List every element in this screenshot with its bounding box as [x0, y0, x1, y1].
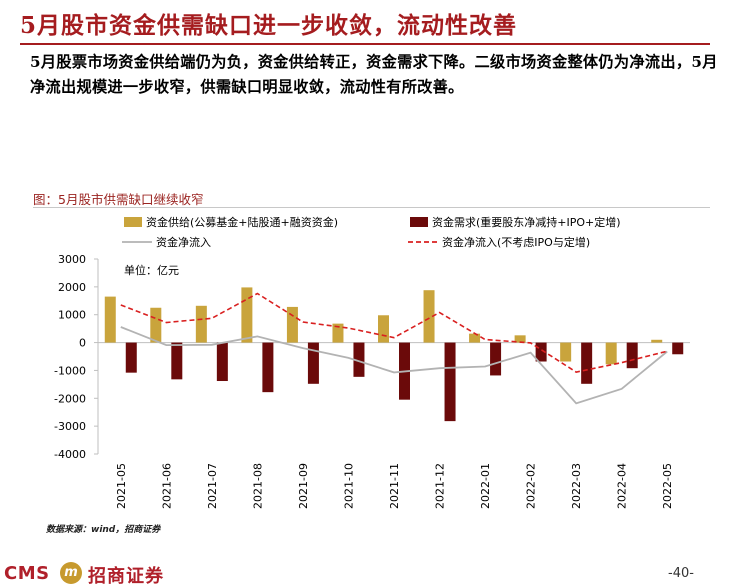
unit-label: 单位：亿元 [124, 263, 179, 277]
y-tick-label: -4000 [54, 448, 86, 461]
x-tick-label: 2021-12 [434, 463, 447, 509]
net-inflow-adjusted-line [120, 292, 668, 373]
demand-bar-2021-06 [171, 342, 183, 380]
demand-bar-2022-03 [581, 342, 593, 384]
supply-bar-2022-03 [560, 342, 572, 362]
x-tick-label: 2022-03 [570, 463, 583, 509]
legend-demand-label: 资金需求(重要股东净减持+IPO+定增) [432, 215, 621, 229]
page-number: -40- [668, 566, 694, 581]
demand-bar-2022-04 [626, 342, 638, 369]
x-tick-label: 2021-06 [160, 463, 173, 509]
legend-net-inflow-label: 资金净流入 [156, 235, 211, 249]
demand-bar-2021-09 [307, 342, 319, 384]
x-tick-label: 2021-11 [388, 463, 401, 509]
supply-bar-2021-11 [378, 315, 389, 343]
y-tick-label: -3000 [54, 420, 86, 433]
supply-bar-2022-04 [605, 342, 617, 365]
x-tick-label: 2021-09 [297, 463, 310, 509]
demand-bar-2021-10 [353, 342, 365, 377]
data-source: 数据来源：wind，招商证券 [46, 525, 161, 535]
x-tick-label: 2021-05 [115, 463, 128, 509]
brand-logo-icon: m [60, 562, 82, 584]
y-tick-label: 0 [79, 337, 86, 350]
legend-net-inflow-adjusted-label: 资金净流入(不考虑IPO与定增) [442, 235, 590, 249]
legend-supply-swatch [124, 217, 142, 227]
supply-bar-2021-05 [104, 296, 116, 343]
x-tick-label: 2022-01 [479, 463, 492, 509]
x-tick-label: 2022-05 [661, 463, 674, 509]
supply-bar-2021-06 [150, 307, 162, 343]
supply-bar-2021-10 [332, 323, 344, 343]
x-tick-label: 2022-02 [525, 463, 538, 509]
page-title: 5月股市资金供需缺口进一步收敛，流动性改善 [20, 12, 518, 39]
demand-bar-2022-02 [535, 342, 547, 362]
demand-bar-2021-08 [262, 342, 274, 393]
legend-demand-swatch [410, 217, 428, 227]
supply-bar-2021-07 [195, 305, 207, 343]
supply-bar-2021-09 [286, 306, 298, 343]
y-tick-label: 3000 [58, 253, 86, 266]
supply-bar-2022-05 [651, 339, 663, 343]
demand-bar-2022-05 [672, 342, 684, 355]
supply-bar-2022-01 [469, 333, 481, 343]
caption-divider [33, 207, 710, 208]
legend-supply-label: 资金供给(公募基金+陆股通+融资资金) [146, 215, 338, 229]
demand-bar-2022-01 [490, 342, 502, 376]
summary-paragraph: 5月股票市场资金供给端仍为负，资金供给转正，资金需求下降。二级市场资金整体仍为净… [30, 53, 718, 96]
brand-name: 招商证券 [88, 566, 164, 587]
x-tick-label: 2022-04 [616, 463, 629, 509]
y-tick-label: -2000 [54, 392, 86, 405]
y-tick-label: 2000 [58, 281, 86, 294]
title-divider [20, 43, 710, 45]
net-inflow-line [120, 326, 668, 405]
y-tick-label: 1000 [58, 309, 86, 322]
demand-bar-2021-05 [125, 342, 137, 373]
supply-bar-2021-12 [423, 290, 435, 343]
demand-bar-2021-12 [444, 342, 456, 422]
figure-caption: 图：5月股市供需缺口继续收窄 [33, 192, 204, 207]
brand-cms-text: CMS [4, 563, 50, 584]
footer-brand: CMS m 招商证券 [4, 562, 204, 587]
x-tick-label: 2021-08 [251, 463, 264, 509]
x-tick-label: 2021-07 [206, 463, 219, 509]
supply-bar-2021-08 [241, 287, 253, 343]
supply-bar-2022-02 [514, 335, 526, 343]
x-tick-label: 2021-10 [342, 463, 355, 509]
demand-bar-2021-07 [216, 342, 228, 382]
y-tick-label: -1000 [54, 364, 86, 377]
